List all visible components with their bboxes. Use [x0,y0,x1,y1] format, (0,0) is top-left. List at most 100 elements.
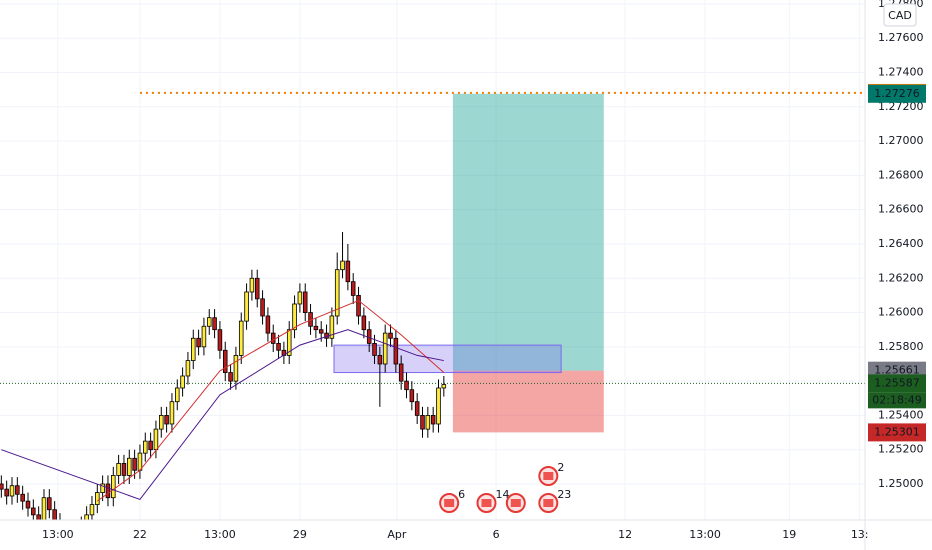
price-tag-label: 1.27276 [874,87,920,100]
candle-body [52,509,57,520]
event-count: 14 [495,488,509,501]
y-tick-label: 1.25200 [878,443,924,456]
loss-zone [452,370,604,433]
candle-body [174,387,180,403]
candle-body [217,329,223,351]
grid [0,0,865,520]
candle-body [254,277,260,300]
candle-body [148,440,153,451]
candle-body [238,320,244,356]
candle-body [100,483,105,493]
x-tick-label: 29 [293,528,307,541]
candle-body [292,303,297,331]
price-tag-label: 1.25661 [874,364,920,377]
candle-body [228,372,233,382]
x-tick-label: 13:00 [689,528,721,541]
event-marker[interactable] [505,493,526,513]
y-tick-label: 1.26200 [878,271,924,284]
event-count: 23 [557,488,571,501]
candle-body [143,440,148,454]
candle-body [137,452,143,471]
candle-body [47,497,52,511]
candle-body [185,360,191,377]
candle-body [4,488,9,497]
moving-average [1,329,444,501]
candle-body [25,500,31,509]
candle-body [276,343,281,351]
x-tick-label: 22 [133,528,147,541]
y-tick-label: 1.27600 [878,31,924,44]
candle-body [382,332,388,365]
currency-box[interactable] [883,3,917,27]
price-tag-label: 1.25301 [874,425,920,438]
candle-body [95,492,100,505]
candle-body [313,325,319,331]
axes: 1.278001.276001.274001.272001.270001.268… [42,0,926,541]
candle-body [404,380,409,391]
candle-body [0,483,4,490]
candle-body [265,315,271,334]
event-marker[interactable]: 23 [538,488,571,513]
candle-body [366,329,372,344]
candle-body [111,475,116,499]
candle-body [233,355,239,382]
y-tick-label: 1.25400 [878,408,924,421]
event-flag [481,499,492,507]
x-tick-label: 13: [851,528,869,541]
event-flag [543,472,554,480]
moving-average [97,299,445,502]
currency: CAD [888,9,912,22]
candle-body [430,415,436,425]
candle-body [436,387,441,425]
candle-body [425,415,431,430]
candle-body [15,485,20,495]
candle-body [196,337,201,348]
y-tick-label: 1.26600 [878,203,924,216]
y-tick-label: 1.26400 [878,237,924,250]
candle-body [302,291,308,313]
event-count: 2 [557,461,564,474]
candle-body [164,415,169,425]
x-tick-label: 6 [493,528,500,541]
candle-body [89,504,95,516]
x-tick-label: 12 [618,528,632,541]
candle-body [105,483,111,499]
candle-body [441,384,447,389]
candle-body [41,497,47,520]
candle-body [36,514,41,520]
candle-body [372,343,377,356]
candle-body [153,428,159,451]
x-tick-label: 13:00 [204,528,236,541]
candle-body [398,363,404,382]
candle-body [260,298,265,317]
candle-body [169,401,175,425]
candle-body [222,349,228,373]
candle-body [393,337,399,365]
candle-body [249,277,255,293]
y-tick-label: 1.25800 [878,340,924,353]
event-marker[interactable]: 14 [476,488,509,513]
candle-body [350,281,356,296]
candle-body [190,337,196,361]
price-tag [868,423,926,442]
x-tick-label: Apr [387,528,407,541]
candle-body [377,355,383,365]
y-tick-label: 1.27400 [878,66,924,79]
candle-body [318,329,324,334]
event-flag [510,499,521,507]
candle-body [345,260,351,283]
candle-body [270,332,276,344]
event-marker[interactable]: 2 [538,461,564,486]
candle-body [206,317,212,327]
candle-body [297,291,303,305]
y-tick-label: 1.27000 [878,134,924,147]
candle-body [201,325,207,348]
candle-body [414,401,420,416]
y-tick-label: 1.26800 [878,168,924,181]
event-marker[interactable]: 6 [439,488,465,513]
candle-body [334,269,340,317]
countdown-tag [868,392,926,409]
candle-body [420,415,425,430]
price-tag [868,84,926,103]
